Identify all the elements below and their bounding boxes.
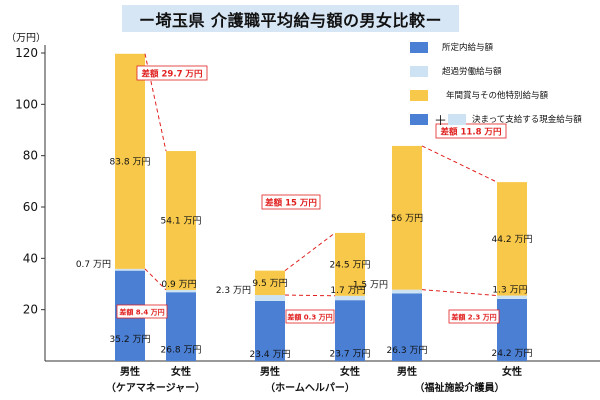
category-label-g0-b0: 男性 xyxy=(120,365,140,378)
legend-swatch-fixed-base xyxy=(410,114,428,125)
diff-box-total-0 xyxy=(136,65,208,81)
bar-bonus-g0-b0 xyxy=(115,53,145,269)
category-label-g0-b1: 女性 xyxy=(171,365,191,378)
category-label-g2-b0: 男性 xyxy=(397,365,417,378)
chart-title-box: ー埼玉県 介護職平均給与額の男女比較ー xyxy=(122,5,459,32)
label-overtime-g1-b1: 1.7 万円 xyxy=(330,285,365,296)
diff-line-base-0 xyxy=(144,268,167,291)
label-bonus-g1-b1: 24.5 万円 xyxy=(330,259,371,270)
category-label-g1-b0: 男性 xyxy=(260,365,280,378)
legend-item-overtime: 超過労働給与額 xyxy=(402,64,592,82)
bar-base-g1-b0 xyxy=(255,300,285,361)
label-base-g2-b1: 24.2 万円 xyxy=(492,348,533,359)
category-label-g2-b1: 女性 xyxy=(502,365,522,378)
label-bonus-g0-b0: 83.8 万円 xyxy=(110,156,151,167)
bar-bonus-g0-b1 xyxy=(166,151,196,290)
group-label-0: （ケアマネージャー） xyxy=(106,381,205,394)
bar-bonus-g2-b0 xyxy=(392,145,422,290)
bar-overtime-g2-b0 xyxy=(392,289,422,294)
label-overtime-g0-b0: 0.7 万円 xyxy=(76,259,111,270)
bar-overtime-g0-b0 xyxy=(115,268,145,271)
legend-label-overtime: 超過労働給与額 xyxy=(442,67,502,77)
y-tick-label-80: 80 xyxy=(23,149,38,163)
label-base-g1-b0: 23.4 万円 xyxy=(250,349,291,360)
y-tick-label-20: 20 xyxy=(23,303,38,317)
diff-label-base-2: 差額 2.3 万円 xyxy=(451,313,496,322)
legend-label-fixed-pay: 決まって支給する現金給与額 xyxy=(472,115,582,125)
bar-base-g1-b1 xyxy=(335,300,365,361)
y-tick-label-120: 120 xyxy=(15,46,38,60)
bar-bonus-g1-b1 xyxy=(335,232,365,296)
label-bonus-g1-b0: 9.5 万円 xyxy=(252,278,287,289)
group-label-1: （ホームヘルパー） xyxy=(265,381,355,394)
y-tick-label-100: 100 xyxy=(15,97,38,111)
bar-base-g2-b0 xyxy=(392,293,422,361)
bar-overtime-g1-b1 xyxy=(335,295,365,301)
label-base-g2-b0: 26.3 万円 xyxy=(387,345,428,356)
diff-line-total-1 xyxy=(284,232,336,272)
legend-swatch-fixed-overtime xyxy=(448,114,466,125)
legend: 所定内給与額 超過労働給与額 年間賞与その他特別給与額 ＋ 決まって支給する現金… xyxy=(402,40,592,136)
label-overtime-g2-b1: 1.3 万円 xyxy=(492,285,527,296)
label-bonus-g2-b1: 44.2 万円 xyxy=(492,234,533,245)
legend-swatch-overtime xyxy=(410,66,428,77)
y-tick-label-60: 60 xyxy=(23,200,38,214)
legend-swatch-bonus xyxy=(410,90,428,101)
diff-label-base-0: 差額 8.4 万円 xyxy=(119,308,164,317)
group-label-2: （福祉施設介護員） xyxy=(415,381,505,394)
diff-label-total-0: 差額 29.7 万円 xyxy=(141,69,203,80)
diff-label-total-1: 差額 15 万円 xyxy=(264,198,317,209)
diff-box-base-0 xyxy=(116,304,168,319)
category-label-g1-b1: 女性 xyxy=(340,365,360,378)
bar-overtime-g2-b1 xyxy=(497,295,527,299)
legend-item-bonus: 年間賞与その他特別給与額 xyxy=(402,88,592,106)
label-base-g1-b1: 23.7 万円 xyxy=(330,349,371,360)
diff-line-base-2 xyxy=(421,289,498,297)
bar-bonus-g1-b0 xyxy=(255,270,285,296)
chart-title: ー埼玉県 介護職平均給与額の男女比較ー xyxy=(138,10,443,30)
bar-bonus-g2-b1 xyxy=(497,182,527,296)
diff-line-total-2 xyxy=(421,145,498,183)
label-overtime-g1-b0: 2.3 万円 xyxy=(216,285,251,296)
y-axis-unit-label: （万円） xyxy=(6,32,46,44)
y-tick-label-40: 40 xyxy=(23,251,38,265)
diff-box-base-1 xyxy=(285,309,335,324)
diff-label-base-1: 差額 0.3 万円 xyxy=(287,313,332,322)
label-base-g0-b0: 35.2 万円 xyxy=(110,334,151,345)
legend-item-fixed-pay: ＋ 決まって支給する現金給与額 xyxy=(402,112,592,130)
diff-box-total-2 xyxy=(435,123,507,139)
diff-box-base-2 xyxy=(448,309,500,324)
label-overtime-g2-b0: 1.5 万円 xyxy=(353,280,388,291)
label-bonus-g0-b1: 54.1 万円 xyxy=(161,215,202,226)
diff-box-total-1 xyxy=(261,194,321,210)
legend-label-bonus: 年間賞与その他特別給与額 xyxy=(446,91,549,101)
label-base-g0-b1: 26.8 万円 xyxy=(161,345,202,356)
label-overtime-g0-b1: 0.9 万円 xyxy=(161,279,196,290)
legend-swatch-base xyxy=(410,42,428,53)
legend-label-base: 所定内給与額 xyxy=(442,43,494,53)
diff-line-base-1 xyxy=(284,294,336,297)
label-bonus-g2-b0: 56 万円 xyxy=(391,213,423,224)
legend-plus-sign: ＋ xyxy=(434,114,448,129)
bar-base-g0-b1 xyxy=(166,292,196,361)
bar-overtime-g1-b0 xyxy=(255,295,285,301)
diff-label-total-2: 差額 11.8 万円 xyxy=(440,127,502,138)
bar-base-g2-b1 xyxy=(497,298,527,361)
legend-item-base: 所定内給与額 xyxy=(402,40,592,58)
bar-overtime-g0-b1 xyxy=(166,289,196,293)
